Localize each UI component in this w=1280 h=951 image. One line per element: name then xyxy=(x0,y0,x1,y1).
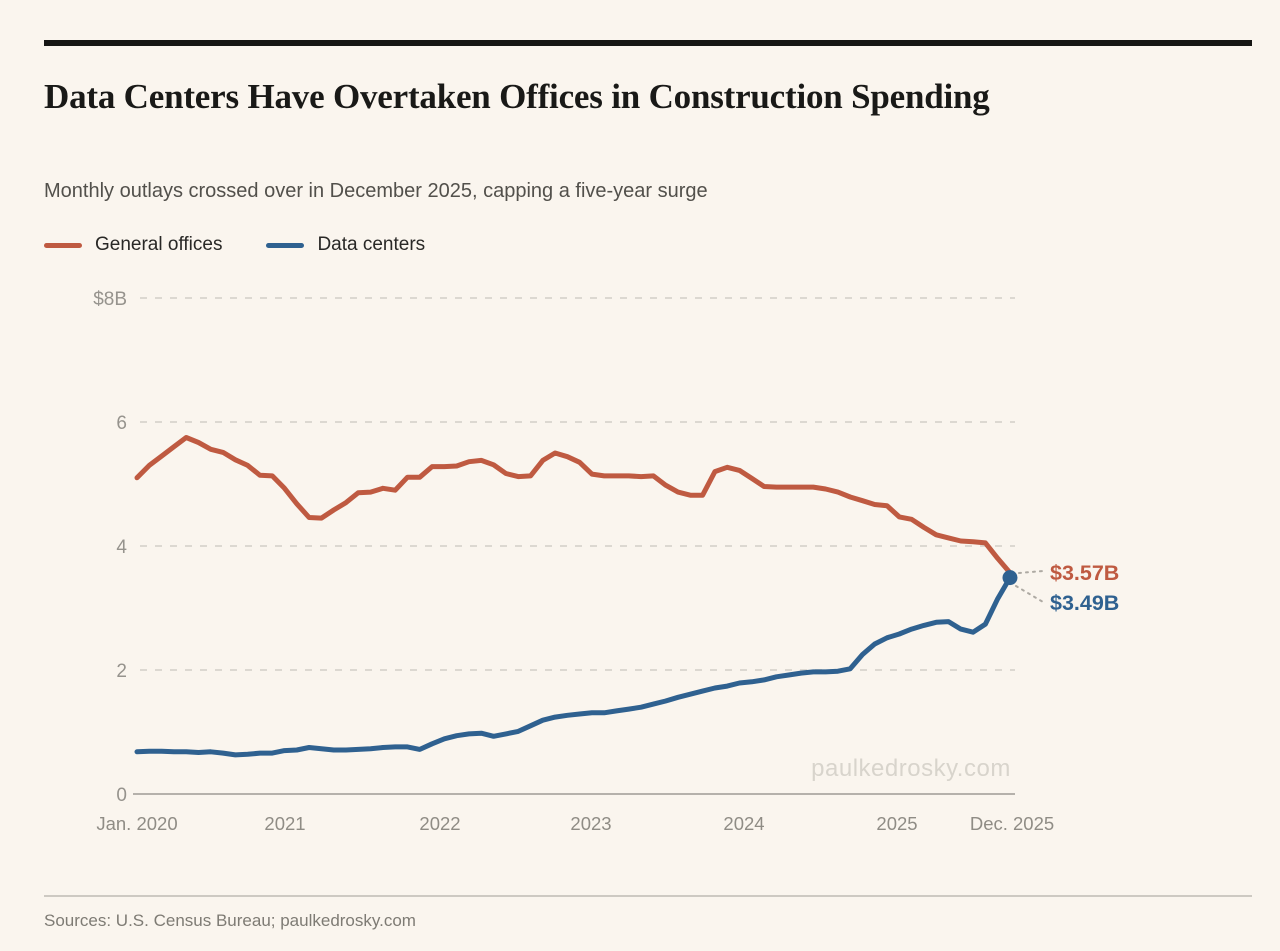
x-axis-label: Jan. 2020 xyxy=(96,813,177,834)
end-point-dot xyxy=(1002,570,1018,586)
legend-item-data-centers: Data centers xyxy=(266,234,425,256)
annotation-data-centers: $3.49B xyxy=(1050,591,1119,615)
x-axis-label: 2022 xyxy=(419,813,460,834)
top-rule xyxy=(44,40,1252,46)
page-title: Data Centers Have Overtaken Offices in C… xyxy=(44,77,990,116)
y-axis-label-6: 6 xyxy=(116,413,127,434)
data-centers-swatch xyxy=(266,242,305,248)
x-axis-label: 2023 xyxy=(570,813,611,834)
data-centers-line xyxy=(134,575,1013,758)
annotation-offices: $3.57B xyxy=(1050,561,1119,585)
x-axis-label: 2021 xyxy=(264,813,305,834)
footer-sources: Sources: U.S. Census Bureau; paulkedrosk… xyxy=(44,911,416,930)
y-axis-label-8: $8B xyxy=(93,289,127,310)
y-axis-label-4: 4 xyxy=(116,537,127,558)
general-offices-swatch xyxy=(44,242,82,248)
chart-legend: General offices Data centers xyxy=(44,234,425,256)
y-axis-label-0: 0 xyxy=(116,785,127,806)
legend-label: General offices xyxy=(95,234,223,255)
footer-rule xyxy=(44,895,1252,897)
x-axis-label: Dec. 2025 xyxy=(970,813,1054,834)
line-chart: $8B 6 4 2 0 Jan. 2020 2021 2022 2023 2024 2025 Dec.… xyxy=(93,289,1119,834)
x-axis-label: 2024 xyxy=(723,813,764,834)
legend-label: Data centers xyxy=(317,234,426,255)
legend-item-general-offices: General offices xyxy=(44,234,222,256)
x-axis-label: 2025 xyxy=(876,813,917,834)
y-axis-label-2: 2 xyxy=(116,661,127,682)
general-offices-line xyxy=(134,435,1013,576)
leader-line-data-centers xyxy=(1015,585,1044,603)
leader-line-offices xyxy=(1018,570,1044,574)
watermark: paulkedrosky.com xyxy=(811,755,1011,782)
chart-subtitle: Monthly outlays crossed over in December… xyxy=(44,180,708,202)
